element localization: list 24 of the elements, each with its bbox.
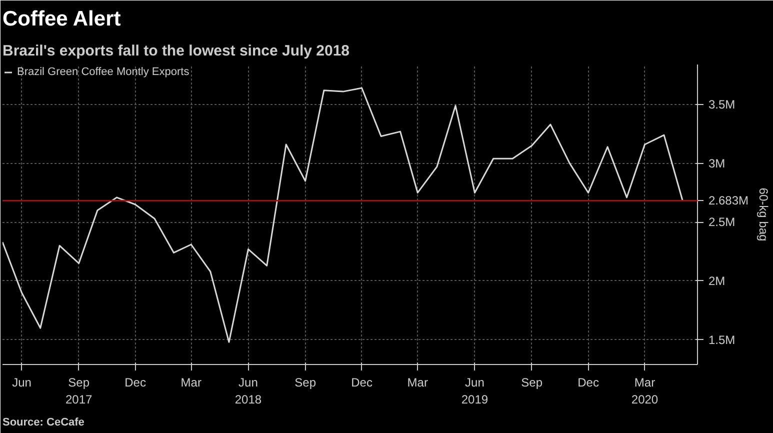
- x-tick-label: Dec: [124, 376, 146, 390]
- y-tick-label: 2.5M: [708, 215, 736, 230]
- x-tick-label: Mar: [407, 376, 428, 390]
- y-tick-label: 3.5M: [708, 98, 736, 112]
- x-tick-label: Jun: [12, 376, 32, 390]
- x-tick-label: Jun 2019: [461, 376, 488, 406]
- chart-title: Coffee Alert: [2, 8, 121, 30]
- y-tick-label: 2M: [708, 274, 726, 288]
- x-tick-label: Sep 2017: [65, 376, 92, 406]
- chart-subtitle: Brazil's exports fall to the lowest since July 2018: [2, 42, 350, 60]
- legend-label: Brazil Green Coffee Montly Exports: [17, 66, 190, 78]
- x-tick-label: Mar 2020: [631, 376, 658, 406]
- x-tick-label: Jun 2018: [234, 376, 262, 406]
- x-tick-label: Sep: [521, 376, 543, 390]
- ref-line-label: 2.683M: [708, 194, 749, 208]
- y-tick-label: 1.5M: [708, 332, 736, 347]
- y-tick-label: 3M: [708, 156, 726, 170]
- x-tick-label: Mar: [180, 376, 202, 390]
- x-tick-label: Sep: [294, 376, 316, 390]
- y-axis-title: 60-kg bag: [756, 188, 771, 242]
- source-note: Source: CeCafe: [2, 416, 84, 428]
- x-tick-label: Dec: [578, 376, 599, 390]
- line-series: [2, 87, 684, 343]
- x-tick-label: Dec: [351, 376, 372, 390]
